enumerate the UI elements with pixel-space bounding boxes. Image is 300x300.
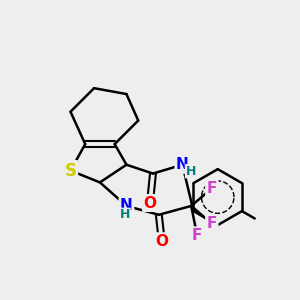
Text: N: N: [120, 198, 133, 213]
Text: H: H: [120, 208, 130, 221]
Text: F: F: [207, 216, 217, 231]
Text: O: O: [143, 196, 157, 211]
Text: F: F: [192, 228, 202, 243]
Text: F: F: [207, 181, 217, 196]
Text: N: N: [176, 157, 189, 172]
Text: S: S: [64, 162, 76, 180]
Text: H: H: [185, 165, 196, 178]
Text: O: O: [155, 234, 168, 249]
